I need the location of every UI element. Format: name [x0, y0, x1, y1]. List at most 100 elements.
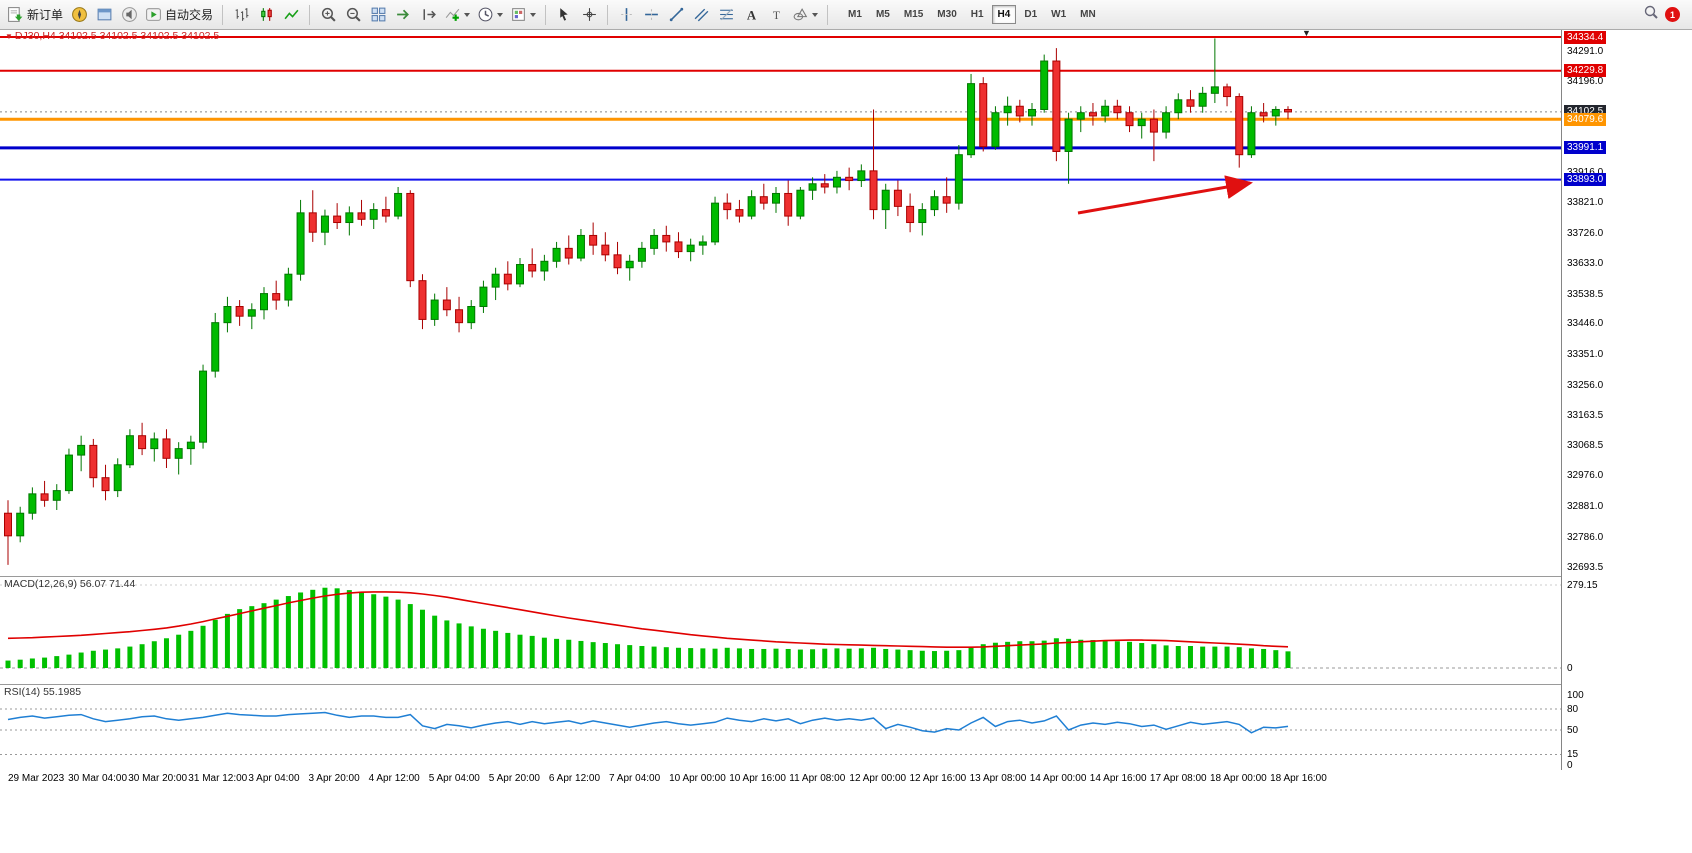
timeframe-m1[interactable]: M1 [848, 9, 862, 20]
candle-up [516, 258, 524, 288]
timeframe-d1[interactable]: D1 [1024, 9, 1038, 20]
rsi-scale-label: 80 [1567, 703, 1579, 715]
macd-bar [383, 596, 389, 668]
notification-badge[interactable]: 1 [1665, 7, 1680, 22]
price-axis[interactable]: 34334.434291.034229.834196.034102.534079… [1561, 30, 1692, 771]
text-icon: A [743, 6, 760, 23]
profiles-button[interactable] [92, 3, 116, 27]
panel-separator[interactable] [0, 576, 1692, 577]
candle-up [686, 238, 695, 262]
rsi-line [7, 711, 1289, 734]
timeframe-w1[interactable]: W1 [1051, 9, 1067, 20]
cursor-button[interactable] [552, 3, 576, 27]
price-axis-label: 32693.5 [1567, 561, 1604, 573]
candle-up [576, 228, 585, 262]
toolbar-separator [309, 4, 311, 25]
timeframe-m5[interactable]: M5 [875, 9, 890, 20]
candle-down [674, 232, 683, 259]
candlestick-chart-button[interactable] [254, 3, 278, 27]
macd-bar [1285, 651, 1291, 668]
candle-up [698, 235, 707, 255]
candle-down [613, 241, 622, 275]
time-axis[interactable]: 29 Mar 2023 30 Mar 04:00 30 Mar 20:00 31 Ma… [0, 770, 1692, 853]
candle-down [40, 480, 49, 507]
candle-up [113, 458, 122, 498]
shapes-button[interactable] [789, 3, 821, 27]
candle-up [991, 106, 1000, 150]
candle-down [601, 232, 610, 262]
macd-bar [773, 648, 779, 668]
sound-button[interactable] [117, 3, 141, 27]
candle-down [845, 167, 854, 191]
tile-windows-button[interactable] [366, 3, 390, 27]
new-order-button[interactable]: 新订单 [4, 3, 66, 27]
panel-separator[interactable] [0, 684, 1692, 685]
annotation-arrow[interactable] [1077, 175, 1253, 215]
candle-up [223, 296, 232, 333]
macd-bar [78, 652, 84, 668]
templates-button[interactable] [507, 3, 539, 27]
indicators-button[interactable] [441, 3, 473, 27]
candle-up [772, 186, 780, 213]
compass-icon [71, 6, 88, 23]
price-axis-label-highlight: 34079.6 [1564, 112, 1607, 126]
candle-down [235, 300, 244, 326]
search-icon[interactable] [1643, 4, 1659, 25]
bar-chart-icon [233, 6, 250, 23]
price-chart-canvas[interactable] [0, 30, 1561, 576]
macd-bar [615, 644, 621, 668]
macd-bar [5, 660, 11, 668]
time-axis-label: 13 Apr 08:00 [969, 773, 1027, 784]
macd-bar [541, 637, 547, 668]
timeframe-mn[interactable]: MN [1080, 9, 1096, 20]
text-button[interactable]: A [739, 3, 763, 27]
channel-button[interactable] [689, 3, 713, 27]
crosshair-button[interactable] [577, 3, 601, 27]
autotrading-icon [145, 6, 162, 23]
compass-button[interactable] [67, 3, 91, 27]
label-icon: T [768, 6, 785, 23]
candle-up [1137, 112, 1146, 139]
rsi-scale-label: 0 [1567, 759, 1573, 771]
line-chart-button[interactable] [279, 3, 303, 27]
price-axis-label: 33256.0 [1567, 379, 1604, 391]
price-axis-label: 32881.0 [1567, 500, 1604, 512]
macd-bar [1029, 641, 1035, 668]
macd-bar [1041, 640, 1047, 668]
rsi-panel[interactable]: RSI(14) 55.1985 [0, 684, 1561, 770]
chevron-down-icon [464, 12, 471, 17]
main-chart-panel[interactable]: ▼ DJ30,H4 34102.5 34102.5 34102.5 34102.5… [0, 30, 1561, 576]
zoom-out-button[interactable] [341, 3, 365, 27]
auto-scroll-button[interactable] [391, 3, 415, 27]
time-axis-label: 30 Mar 04:00 [68, 773, 128, 784]
periods-button[interactable] [474, 3, 506, 27]
timeframe-h4[interactable]: H4 [991, 5, 1017, 24]
trendline-button[interactable] [664, 3, 688, 27]
macd-bar [1151, 644, 1157, 668]
macd-bar [1005, 641, 1011, 668]
timeframe-m30[interactable]: M30 [937, 9, 957, 20]
chart-shift-icon [420, 6, 437, 23]
autotrading-button[interactable]: 自动交易 [142, 3, 216, 27]
bar-chart-button[interactable] [229, 3, 253, 27]
fibonacci-button[interactable] [714, 3, 738, 27]
candle-up [479, 280, 488, 313]
zoom-in-button[interactable] [316, 3, 340, 27]
candle-up [1198, 86, 1207, 113]
chart-shift-marker[interactable]: ▼ [1302, 30, 1311, 38]
horizontal-line-button[interactable] [639, 3, 663, 27]
zoom-in-icon [320, 6, 337, 23]
time-axis-label: 10 Apr 16:00 [729, 773, 786, 784]
macd-bar [554, 638, 560, 668]
vertical-line-button[interactable] [614, 3, 638, 27]
price-axis-label: 33538.5 [1567, 288, 1604, 300]
timeframe-m15[interactable]: M15 [903, 9, 924, 20]
candle-down [101, 464, 110, 501]
chart-shift-button[interactable] [416, 3, 440, 27]
macd-panel[interactable]: MACD(12,26,9) 56.07 71.44 [0, 576, 1561, 684]
candle-down [1259, 103, 1268, 123]
label-button[interactable]: T [764, 3, 788, 27]
timeframe-h1[interactable]: H1 [970, 9, 984, 20]
zoom-out-icon [345, 6, 362, 23]
